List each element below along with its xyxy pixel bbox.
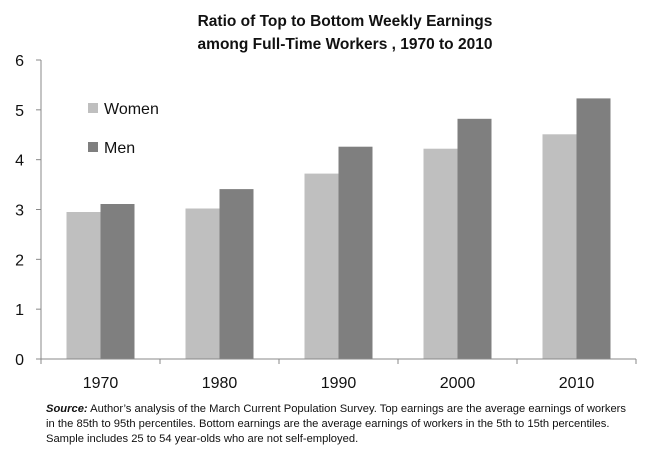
legend: Women Men <box>88 101 159 157</box>
legend-label-men: Men <box>104 140 135 157</box>
y-tick-label-3: 3 <box>15 203 24 220</box>
chart-title-line-2: among Full-Time Workers , 1970 to 2010 <box>198 36 493 53</box>
y-tick-label-5: 5 <box>15 103 24 120</box>
bar-men-1990 <box>338 146 373 359</box>
legend-swatch-women <box>88 103 98 113</box>
bar-men-1980 <box>219 189 254 359</box>
y-tick-label-4: 4 <box>15 153 24 170</box>
bar-men-2010 <box>576 98 611 360</box>
x-tick-label-2010: 2010 <box>559 375 595 392</box>
axes-layer: 0 1 2 3 4 5 6 1970 1980 1990 2000 2010 <box>15 53 637 392</box>
y-tick-label-6: 6 <box>15 53 24 70</box>
y-tick-label-2: 2 <box>15 252 24 269</box>
source-text: Author’s analysis of the March Current P… <box>46 403 626 445</box>
legend-swatch-men <box>88 142 98 152</box>
x-tick-label-1990: 1990 <box>321 375 357 392</box>
bar-men-2000 <box>457 118 492 359</box>
y-tick-label-0: 0 <box>15 352 24 369</box>
bar-women-1990 <box>304 173 339 359</box>
x-tick-label-2000: 2000 <box>440 375 476 392</box>
bar-women-2010 <box>542 134 577 359</box>
source-note: Source: Author’s analysis of the March C… <box>46 402 636 447</box>
legend-label-women: Women <box>104 101 159 118</box>
bars-layer <box>66 98 611 360</box>
source-label: Source: <box>46 403 88 415</box>
bar-women-2000 <box>423 148 458 359</box>
chart-title-line-1: Ratio of Top to Bottom Weekly Earnings <box>198 13 493 30</box>
y-tick-label-1: 1 <box>15 302 24 319</box>
x-tick-label-1980: 1980 <box>202 375 238 392</box>
bar-women-1970 <box>66 212 101 359</box>
chart-title: Ratio of Top to Bottom Weekly Earnings a… <box>198 13 493 53</box>
bar-women-1980 <box>185 208 220 359</box>
bar-chart: Ratio of Top to Bottom Weekly Earnings a… <box>15 13 637 392</box>
bar-men-1970 <box>100 204 135 359</box>
x-tick-label-1970: 1970 <box>83 375 119 392</box>
